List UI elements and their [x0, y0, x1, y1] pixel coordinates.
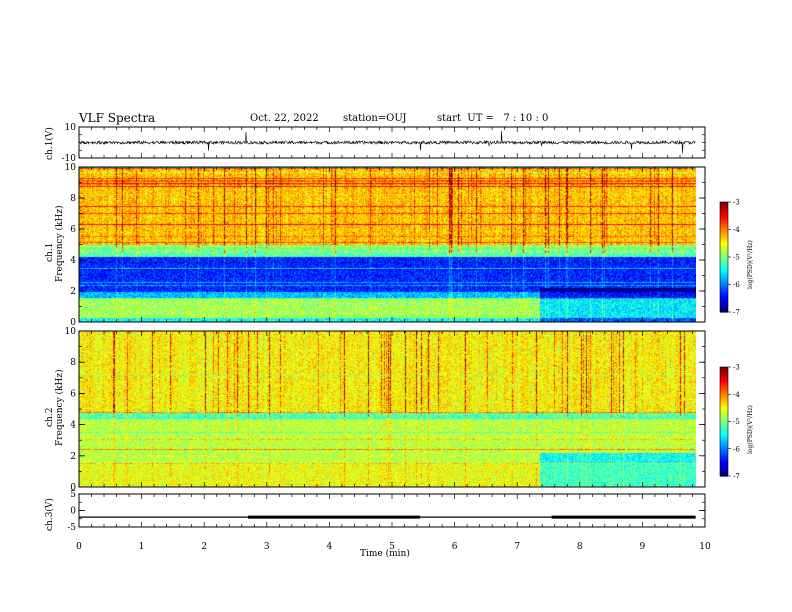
x-tick-label-2: 2 — [201, 542, 207, 552]
x-tick-label-8: 8 — [577, 542, 583, 552]
ch2-ylabel-line1: ch.2 — [45, 407, 55, 427]
x-tick-label-10: 10 — [699, 542, 711, 552]
station-label: station=OUJ — [343, 113, 407, 124]
ch2-ytick-8: 8 — [70, 358, 76, 368]
ch1-ytick-10: 10 — [65, 163, 77, 173]
ch1-spectrogram — [79, 167, 696, 322]
ch1-ytick-6: 6 — [70, 225, 76, 235]
colorbar2-tick--6: -6 — [733, 445, 740, 453]
ch1-ytick-2: 2 — [70, 287, 76, 297]
x-tick-label-9: 9 — [640, 542, 646, 552]
colorbar2-label: log(PSD)(V²/Hz) — [747, 405, 754, 454]
ch2-ytick-6: 6 — [70, 389, 76, 399]
colorbar1-tick--5: -5 — [733, 254, 740, 262]
x-tick-label-1: 1 — [139, 542, 145, 552]
ch1-ytick-4: 4 — [70, 256, 76, 266]
start-ut-label: start UT = 7 : 10 : 0 — [437, 113, 549, 124]
ch1-ylabel-line1: ch.1 — [45, 242, 55, 262]
colorbar2-tick--4: -4 — [733, 391, 740, 399]
colorbar2-tick--7: -7 — [733, 473, 740, 481]
colorbar1-tick--3: -3 — [733, 199, 740, 207]
ch2-ytick-2: 2 — [70, 452, 76, 462]
colorbar1-tick--4: -4 — [733, 226, 740, 234]
x-tick-label-7: 7 — [514, 542, 520, 552]
colorbar1-tick--7: -7 — [733, 309, 740, 317]
x-tick-label-6: 6 — [452, 542, 458, 552]
chart-title: VLF Spectra — [79, 111, 156, 125]
ch2-ytick-0: 0 — [70, 483, 76, 493]
ch2-ylabel-line2: Frequency (kHz) — [55, 369, 65, 446]
ch2-ytick-10: 10 — [65, 327, 77, 337]
x-axis-label: Time (min) — [360, 549, 410, 559]
x-tick-label-4: 4 — [327, 542, 333, 552]
x-tick-label-0: 0 — [76, 542, 82, 552]
x-tick-label-3: 3 — [264, 542, 270, 552]
ch1v-ytick-10: 10 — [65, 123, 77, 133]
ch3v-ytick--5: -5 — [67, 523, 76, 533]
ch2-spectrogram — [79, 331, 696, 487]
colorbar1-tick--6: -6 — [733, 281, 740, 289]
ch1-ytick-8: 8 — [70, 194, 76, 204]
ch1-ytick-0: 0 — [70, 318, 76, 328]
ch1v-series-line — [78, 130, 696, 154]
ch2-ytick-4: 4 — [70, 421, 76, 431]
colorbar2-tick--3: -3 — [733, 364, 740, 372]
ch3v-ytick-0: 0 — [70, 507, 76, 517]
x-tick-label-5: 5 — [389, 542, 395, 552]
ch3v-ytick-5: 5 — [70, 490, 76, 500]
ch1v-ytick--10: -10 — [62, 154, 77, 164]
date-label: Oct. 22, 2022 — [250, 113, 319, 124]
ch1-ylabel-line2: Frequency (kHz) — [55, 205, 65, 282]
colorbar2-tick--5: -5 — [733, 418, 740, 426]
ch3v-ylabel: ch.3(V) — [45, 498, 55, 531]
ch1v-ylabel: ch.1(V) — [45, 127, 55, 160]
colorbar1-label: log(PSD)(V²/Hz) — [747, 240, 754, 289]
